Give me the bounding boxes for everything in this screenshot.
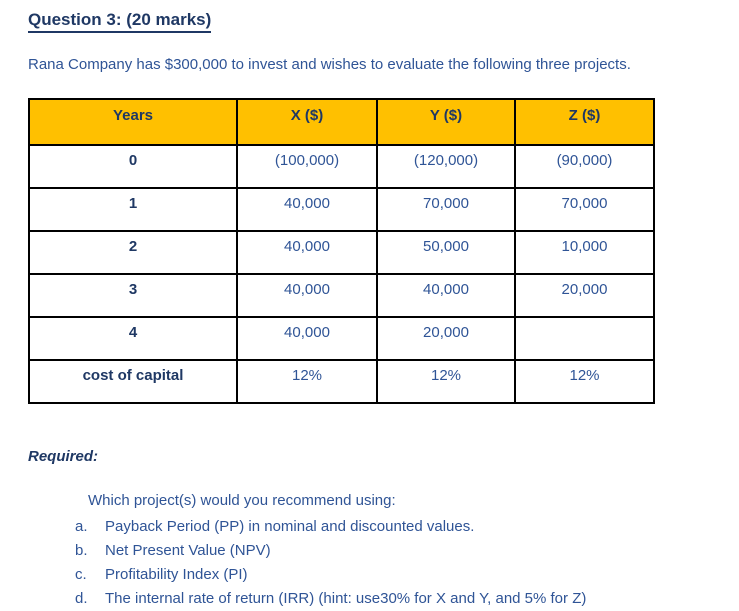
cell-x: 12% (236, 359, 378, 404)
cell-y: 12% (376, 359, 516, 404)
list-item-a: a. Payback Period (PP) in nominal and di… (75, 515, 739, 539)
cell-z: 12% (514, 359, 655, 404)
table-row-year-0: 0 (100,000) (120,000) (90,000) (28, 144, 655, 189)
list-item-text: Net Present Value (NPV) (105, 542, 271, 559)
table-row-year-1: 1 40,000 70,000 70,000 (28, 187, 655, 232)
table-header-row: Years X ($) Y ($) Z ($) (28, 98, 655, 146)
cell-z (514, 316, 655, 361)
col-header-y: Y ($) (376, 98, 516, 146)
col-header-x: X ($) (236, 98, 378, 146)
cell-y: (120,000) (376, 144, 516, 189)
table-row-cost-of-capital: cost of capital 12% 12% 12% (28, 359, 655, 404)
col-header-years: Years (28, 98, 238, 146)
cell-x: 40,000 (236, 230, 378, 275)
cashflow-table: Years X ($) Y ($) Z ($) 0 (100,000) (120… (28, 98, 655, 404)
row-label: 0 (28, 144, 238, 189)
table-row-year-4: 4 40,000 20,000 (28, 316, 655, 361)
question-line: Which project(s) would you recommend usi… (88, 492, 396, 509)
row-label: 2 (28, 230, 238, 275)
row-label: cost of capital (28, 359, 238, 404)
cell-x: (100,000) (236, 144, 378, 189)
list-item-c: c. Profitability Index (PI) (75, 563, 739, 587)
cell-x: 40,000 (236, 316, 378, 361)
cell-x: 40,000 (236, 187, 378, 232)
requirements-list: a. Payback Period (PP) in nominal and di… (75, 515, 739, 611)
table-row-year-3: 3 40,000 40,000 20,000 (28, 273, 655, 318)
list-item-d: d. The internal rate of return (IRR) (hi… (75, 587, 739, 611)
list-item-marker: d. (75, 590, 88, 607)
cell-y: 70,000 (376, 187, 516, 232)
row-label: 1 (28, 187, 238, 232)
cell-y: 40,000 (376, 273, 516, 318)
intro-paragraph: Rana Company has $300,000 to invest and … (28, 56, 631, 73)
cell-z: 70,000 (514, 187, 655, 232)
list-item-marker: a. (75, 518, 88, 535)
list-item-text: The internal rate of return (IRR) (hint:… (105, 590, 587, 607)
row-label: 3 (28, 273, 238, 318)
cell-z: 20,000 (514, 273, 655, 318)
cell-y: 50,000 (376, 230, 516, 275)
required-label: Required: (28, 448, 99, 465)
list-item-b: b. Net Present Value (NPV) (75, 539, 739, 563)
cell-z: (90,000) (514, 144, 655, 189)
list-item-marker: c. (75, 566, 87, 583)
table-row-year-2: 2 40,000 50,000 10,000 (28, 230, 655, 275)
col-header-z: Z ($) (514, 98, 655, 146)
cell-x: 40,000 (236, 273, 378, 318)
question-title: Question 3: (20 marks) (28, 10, 212, 33)
list-item-marker: b. (75, 542, 88, 559)
list-item-text: Profitability Index (PI) (105, 566, 248, 583)
cell-z: 10,000 (514, 230, 655, 275)
list-item-text: Payback Period (PP) in nominal and disco… (105, 518, 475, 535)
cell-y: 20,000 (376, 316, 516, 361)
row-label: 4 (28, 316, 238, 361)
